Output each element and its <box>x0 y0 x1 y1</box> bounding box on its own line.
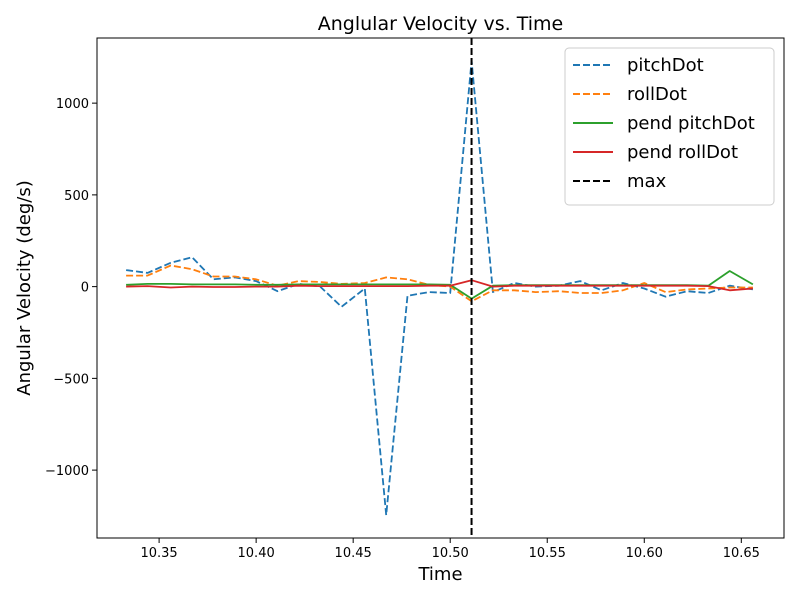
legend-box <box>564 47 775 206</box>
y-axis: −1000 −500 0 500 1000 <box>45 97 97 479</box>
y-tick-label: 1000 <box>56 97 89 112</box>
legend-label: rollDot <box>627 84 687 105</box>
x-tick-label: 10.45 <box>335 546 372 561</box>
x-axis: 10.35 10.40 10.45 10.50 10.55 10.60 10.65 <box>140 538 760 561</box>
plot-area <box>125 38 754 538</box>
x-tick-label: 10.60 <box>626 546 663 561</box>
x-axis-label: Time <box>417 564 462 585</box>
x-tick-label: 10.40 <box>238 546 275 561</box>
x-tick-label: 10.50 <box>432 546 469 561</box>
y-tick-label: −1000 <box>45 464 89 479</box>
legend-label: max <box>627 171 667 192</box>
series-line-rolldot <box>126 264 753 303</box>
x-tick-label: 10.35 <box>140 546 177 561</box>
x-tick-label: 10.65 <box>723 546 760 561</box>
legend-label: pitchDot <box>627 55 704 76</box>
legend-label: pend pitchDot <box>627 113 755 134</box>
y-axis-label: Angular Velocity (deg/s) <box>14 180 35 395</box>
series-line-pend-rolldot <box>126 279 753 292</box>
chart-title: Anglular Velocity vs. Time <box>318 13 564 35</box>
y-tick-label: 500 <box>64 189 89 204</box>
x-tick-label: 10.55 <box>529 546 566 561</box>
series-line-pend-pitchdot <box>126 270 754 300</box>
legend: pitchDot rollDot pend pitchDot pend rollDot… <box>564 47 775 206</box>
plot-frame <box>96 37 785 539</box>
y-tick-label: −500 <box>53 372 89 387</box>
legend-label: pend rollDot <box>627 142 738 163</box>
y-tick-label: 0 <box>81 281 89 296</box>
